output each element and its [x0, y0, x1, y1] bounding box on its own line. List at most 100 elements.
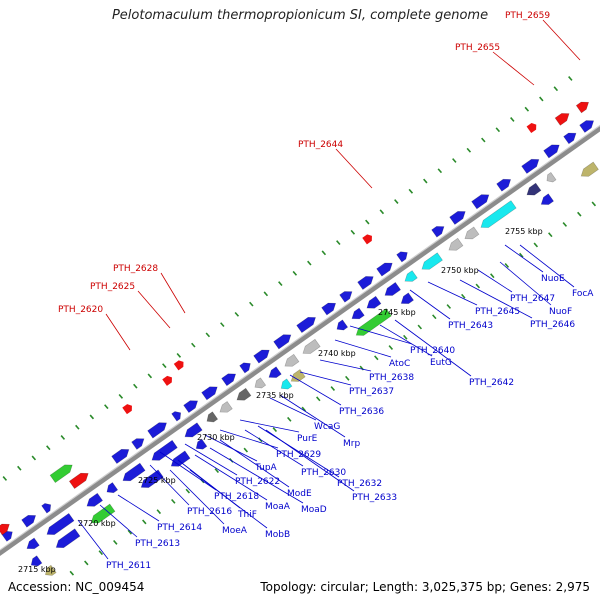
gene-feature[interactable] [300, 338, 321, 357]
gene-feature[interactable] [68, 470, 91, 489]
gene-label-lower[interactable]: MoeA [222, 526, 248, 536]
gene-feature[interactable] [279, 378, 293, 392]
gene-feature[interactable] [334, 319, 349, 333]
gene-feature[interactable] [539, 193, 554, 208]
gene-feature[interactable] [419, 252, 443, 273]
gene-feature[interactable] [579, 117, 597, 133]
gene-label-lower[interactable]: PTH_2613 [135, 539, 180, 549]
gene-feature[interactable] [104, 482, 119, 496]
gene-feature[interactable] [396, 249, 410, 263]
gene-feature[interactable] [282, 353, 300, 369]
gene-feature[interactable] [182, 422, 203, 441]
gene-feature[interactable] [204, 411, 219, 425]
gene-feature[interactable] [221, 370, 239, 387]
gene-label-lower[interactable]: PTH_2640 [410, 346, 455, 356]
gene-label-lower[interactable]: PTH_2633 [352, 493, 397, 503]
gene-feature[interactable] [0, 521, 12, 536]
gene-label-lower[interactable]: MoaD [301, 505, 327, 515]
gene-feature[interactable] [131, 435, 147, 450]
gene-feature[interactable] [252, 377, 267, 391]
gene-feature[interactable] [44, 513, 75, 538]
gene-feature[interactable] [147, 419, 170, 439]
gene-feature[interactable] [253, 347, 272, 364]
gene-label-lower[interactable]: WcaG [314, 422, 340, 432]
gene-label-lower[interactable]: PurE [297, 434, 318, 444]
gene-feature[interactable] [321, 300, 339, 316]
gene-label-lower[interactable]: PTH_2614 [157, 523, 202, 533]
gene-feature[interactable] [273, 331, 294, 350]
gene-feature[interactable] [24, 537, 40, 552]
gene-feature[interactable] [194, 438, 208, 452]
gene-feature[interactable] [524, 182, 542, 198]
gene-label-lower[interactable]: NuoF [549, 307, 572, 317]
gene-feature[interactable] [382, 281, 402, 299]
gene-feature[interactable] [376, 260, 395, 277]
red-marker[interactable] [162, 374, 174, 386]
gene-feature[interactable] [544, 172, 557, 184]
gene-label-upper[interactable]: PTH_2625 [90, 282, 135, 292]
gene-label-lower[interactable]: ThiF [237, 510, 257, 520]
gene-label-lower[interactable]: PTH_2636 [339, 407, 384, 417]
gene-feature[interactable] [543, 141, 562, 159]
gene-label-lower[interactable]: PTH_2618 [214, 492, 259, 502]
gene-feature[interactable] [521, 156, 542, 174]
gene-feature[interactable] [357, 273, 376, 290]
gene-label-lower[interactable]: PTH_2645 [475, 307, 520, 317]
gene-feature[interactable] [554, 110, 572, 126]
gene-feature[interactable] [43, 564, 57, 578]
gene-feature[interactable] [471, 191, 492, 210]
gene-label-lower[interactable]: PTH_2630 [301, 468, 346, 478]
gene-label-lower[interactable]: FocA [572, 289, 594, 299]
gene-label-upper[interactable]: PTH_2644 [298, 140, 343, 150]
gene-feature[interactable] [462, 226, 480, 242]
red-marker[interactable] [173, 359, 186, 371]
gene-feature[interactable] [234, 387, 252, 403]
gene-feature[interactable] [149, 439, 178, 464]
gene-feature[interactable] [431, 223, 447, 238]
gene-label-lower[interactable]: PTH_2642 [469, 378, 514, 388]
red-marker[interactable] [526, 121, 539, 134]
gene-feature[interactable] [139, 469, 164, 491]
gene-feature[interactable] [563, 130, 579, 145]
gene-feature[interactable] [575, 99, 591, 114]
gene-feature[interactable] [349, 307, 365, 322]
gene-feature[interactable] [84, 492, 104, 510]
gene-label-lower[interactable]: PTH_2611 [106, 561, 151, 571]
gene-label-lower[interactable]: NuoE [541, 274, 565, 284]
gene-feature[interactable] [496, 176, 514, 192]
gene-feature[interactable] [89, 503, 116, 526]
gene-feature[interactable] [171, 409, 184, 422]
gene-label-lower[interactable]: PTH_2616 [187, 507, 232, 517]
gene-label-upper[interactable]: PTH_2620 [58, 305, 103, 315]
gene-label-lower[interactable]: TupA [254, 463, 278, 473]
gene-label-lower[interactable]: PTH_2632 [337, 479, 382, 489]
gene-feature[interactable] [21, 512, 39, 528]
gene-feature[interactable] [49, 461, 75, 484]
gene-feature[interactable] [41, 501, 54, 514]
gene-label-lower[interactable]: PTH_2646 [530, 320, 575, 330]
gene-label-lower[interactable]: PTH_2637 [349, 387, 394, 397]
gene-label-lower[interactable]: MobB [265, 530, 290, 540]
gene-label-lower[interactable]: PTH_2622 [235, 477, 280, 487]
red-marker[interactable] [362, 233, 374, 245]
gene-feature[interactable] [183, 397, 201, 414]
gene-label-lower[interactable]: PTH_2643 [448, 321, 493, 331]
gene-label-lower[interactable]: EutG [430, 358, 452, 368]
gene-label-upper[interactable]: PTH_2628 [113, 264, 158, 274]
gene-feature[interactable] [54, 528, 81, 551]
gene-feature[interactable] [29, 555, 43, 569]
gene-label-lower[interactable]: PTH_2638 [369, 373, 414, 383]
gene-feature[interactable] [217, 401, 233, 415]
gene-feature[interactable] [449, 208, 468, 225]
gene-feature[interactable] [120, 462, 146, 484]
gene-feature[interactable] [111, 446, 132, 464]
gene-label-lower[interactable]: Mrp [343, 439, 360, 449]
gene-label-lower[interactable]: MoaA [265, 502, 291, 512]
gene-feature[interactable] [364, 295, 382, 311]
gene-feature[interactable] [579, 161, 599, 180]
gene-feature[interactable] [478, 200, 517, 231]
gene-label-lower[interactable]: ModE [287, 489, 312, 499]
gene-feature[interactable] [354, 308, 392, 339]
gene-label-lower[interactable]: PTH_2629 [276, 450, 321, 460]
gene-feature[interactable] [339, 288, 355, 303]
